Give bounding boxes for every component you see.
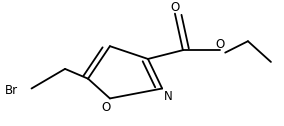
Text: O: O	[216, 38, 225, 51]
Text: O: O	[101, 101, 110, 114]
Text: Br: Br	[5, 84, 18, 97]
Text: O: O	[170, 1, 179, 14]
Text: N: N	[164, 90, 172, 103]
